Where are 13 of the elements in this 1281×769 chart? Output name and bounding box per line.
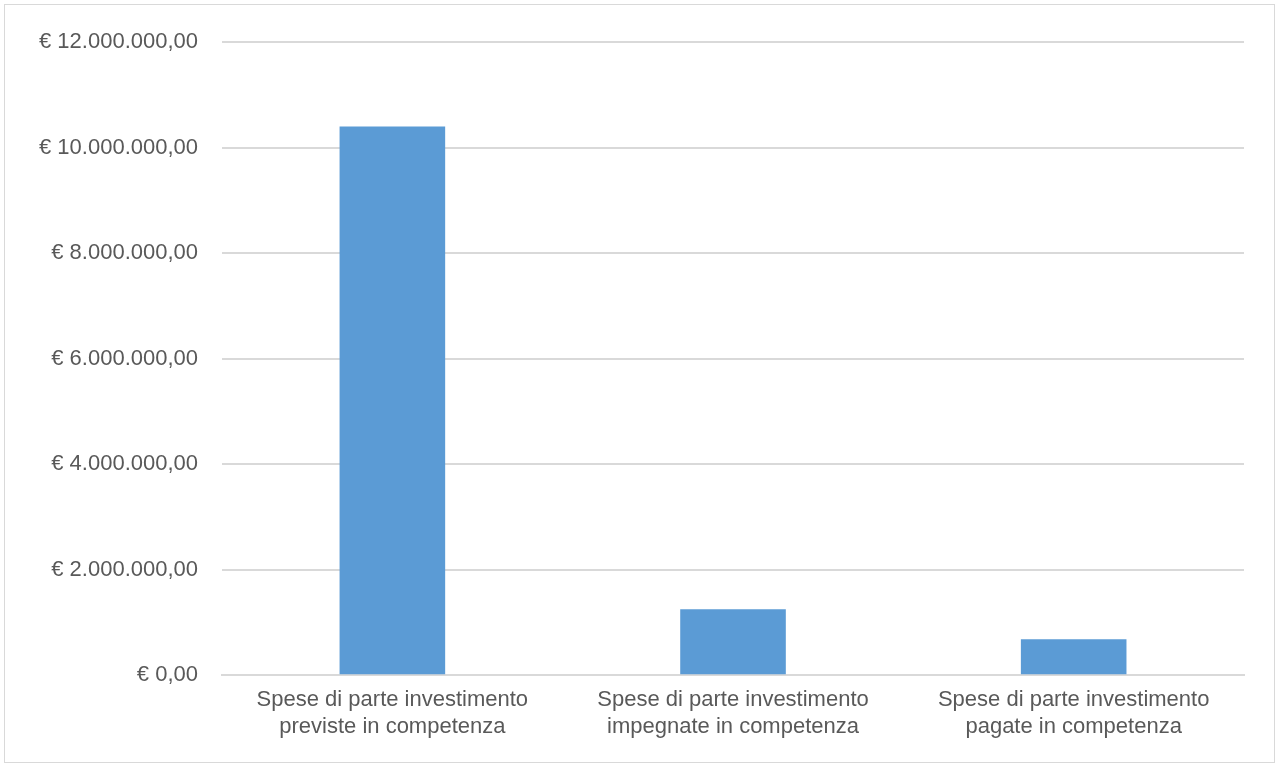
x-tick-label: Spese di parte investimento previste in competenza [256, 686, 529, 738]
y-tick-label: € 2.000.000,00 [51, 555, 199, 581]
bar [1020, 639, 1127, 675]
y-tick-label: € 10.000.000,00 [38, 133, 199, 159]
x-tick-label: Spese di parte investimento impegnate in competenza [597, 686, 869, 738]
bar [339, 126, 446, 675]
y-tick-label: € 8.000.000,00 [51, 239, 199, 265]
y-tick-label: € 4.000.000,00 [51, 450, 199, 476]
y-tick-label: € 0,00 [136, 661, 199, 687]
y-tick-label: € 6.000.000,00 [51, 344, 199, 370]
bar [680, 609, 786, 675]
x-tick-label: Spese di parte investimento pagate in competenza [937, 686, 1210, 738]
y-tick-label: € 12.000.000,00 [38, 28, 199, 54]
